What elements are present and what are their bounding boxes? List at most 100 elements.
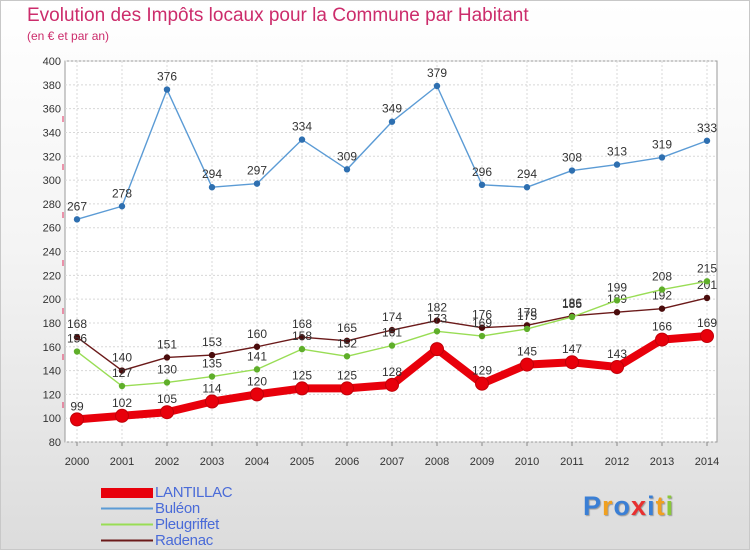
data-label-pleugriffet: 141	[247, 349, 267, 363]
data-label-pleugriffet: 173	[427, 311, 447, 325]
data-label-buleon: 294	[517, 167, 537, 181]
point-pleugriffet	[523, 325, 531, 333]
data-label-pleugriffet: 199	[607, 280, 627, 294]
legend-label-lantillac: LANTILLAC	[155, 484, 233, 501]
point-pleugriffet	[478, 332, 486, 340]
point-pleugriffet	[568, 313, 576, 321]
data-label-lantillac: 102	[112, 396, 132, 410]
point-buleon	[568, 167, 576, 174]
data-label-pleugriffet: 156	[67, 332, 87, 346]
data-label-buleon: 313	[607, 145, 627, 159]
y-tick-label: 80	[49, 437, 61, 449]
x-tick-label: 2007	[380, 456, 404, 468]
data-label-lantillac: 166	[652, 320, 672, 334]
point-buleon	[343, 166, 351, 173]
point-lantillac	[385, 377, 399, 392]
point-radenac	[478, 324, 486, 331]
point-radenac	[433, 317, 441, 324]
data-label-pleugriffet: 135	[202, 357, 222, 371]
x-tick-label: 2006	[335, 456, 359, 468]
data-label-radenac: 151	[157, 337, 177, 351]
point-lantillac	[475, 376, 489, 391]
data-label-lantillac: 105	[157, 392, 177, 406]
data-label-buleon: 333	[697, 121, 717, 135]
point-pleugriffet	[73, 348, 81, 355]
point-buleon	[163, 86, 171, 93]
data-label-lantillac: 114	[202, 382, 221, 396]
y-tick-label: 200	[43, 294, 61, 306]
point-radenac	[613, 309, 621, 316]
y-tick-label: 280	[43, 199, 61, 211]
data-label-buleon: 294	[202, 167, 222, 181]
x-tick-label: 2004	[245, 456, 269, 468]
data-label-lantillac: 129	[472, 364, 492, 378]
point-pleugriffet	[163, 379, 171, 386]
data-label-buleon: 334	[292, 120, 312, 134]
legend-label-pleugriffet: Pleugriffet	[155, 516, 219, 533]
data-label-radenac: 176	[472, 308, 492, 322]
x-tick-label: 2000	[65, 456, 89, 468]
point-lantillac	[205, 394, 219, 409]
legend-label-buleon: Buléon	[155, 500, 200, 517]
x-tick-label: 2002	[155, 456, 179, 468]
point-radenac	[658, 305, 666, 312]
y-tick-label: 400	[43, 56, 61, 68]
point-buleon	[478, 181, 486, 189]
point-lantillac	[610, 359, 624, 374]
legend-swatch-pleugriffet	[101, 523, 153, 526]
logo-letter: i	[665, 491, 675, 521]
data-label-lantillac: 147	[562, 342, 582, 356]
point-pleugriffet	[208, 373, 216, 380]
point-buleon	[388, 118, 396, 125]
data-label-lantillac: 120	[247, 374, 267, 388]
y-tick-label: 260	[43, 223, 61, 235]
point-pleugriffet	[613, 297, 621, 304]
point-buleon	[253, 180, 261, 187]
point-lantillac	[520, 357, 534, 372]
chart-title: Evolution des Impôts locaux pour la Comm…	[27, 5, 529, 26]
point-lantillac	[655, 332, 669, 347]
point-radenac	[298, 334, 306, 341]
data-label-radenac: 174	[382, 310, 402, 324]
x-tick-label: 2013	[650, 456, 674, 468]
point-buleon	[73, 216, 81, 223]
y-tick-label: 320	[43, 151, 61, 163]
logo-letter: i	[647, 491, 656, 521]
x-tick-label: 2008	[425, 456, 449, 468]
data-label-buleon: 308	[562, 151, 582, 165]
legend-swatch-lantillac	[101, 488, 153, 498]
data-label-buleon: 267	[67, 199, 87, 213]
data-label-lantillac: 125	[292, 368, 312, 382]
data-label-lantillac: 125	[337, 368, 357, 382]
point-buleon	[658, 154, 666, 161]
y-tick-label: 180	[43, 318, 61, 330]
point-pleugriffet	[343, 353, 351, 360]
data-label-lantillac: 143	[607, 347, 627, 361]
point-radenac	[163, 354, 171, 361]
y-tick-label: 380	[43, 80, 61, 92]
point-pleugriffet	[298, 345, 306, 353]
point-buleon	[703, 137, 711, 144]
data-label-pleugriffet: 175	[517, 309, 537, 323]
x-tick-label: 2014	[695, 456, 719, 468]
data-label-lantillac: 145	[517, 345, 537, 359]
chart-subtitle: (en € et par an)	[27, 29, 110, 43]
data-label-radenac: 168	[67, 317, 87, 331]
proxiti-logo: Proxiti	[583, 491, 674, 522]
point-lantillac	[295, 381, 309, 396]
point-lantillac	[250, 387, 264, 402]
data-label-buleon: 278	[112, 186, 132, 200]
point-buleon	[523, 184, 531, 191]
data-label-buleon: 349	[382, 102, 402, 116]
data-label-radenac: 153	[202, 335, 222, 349]
point-radenac	[118, 367, 126, 374]
point-lantillac	[70, 412, 84, 427]
logo-letter: x	[631, 491, 648, 521]
point-radenac	[343, 337, 351, 344]
data-label-buleon: 376	[157, 70, 177, 84]
logo-letter: P	[583, 491, 603, 521]
point-pleugriffet	[658, 286, 666, 293]
x-tick-label: 2009	[470, 456, 494, 468]
point-lantillac	[700, 329, 714, 344]
